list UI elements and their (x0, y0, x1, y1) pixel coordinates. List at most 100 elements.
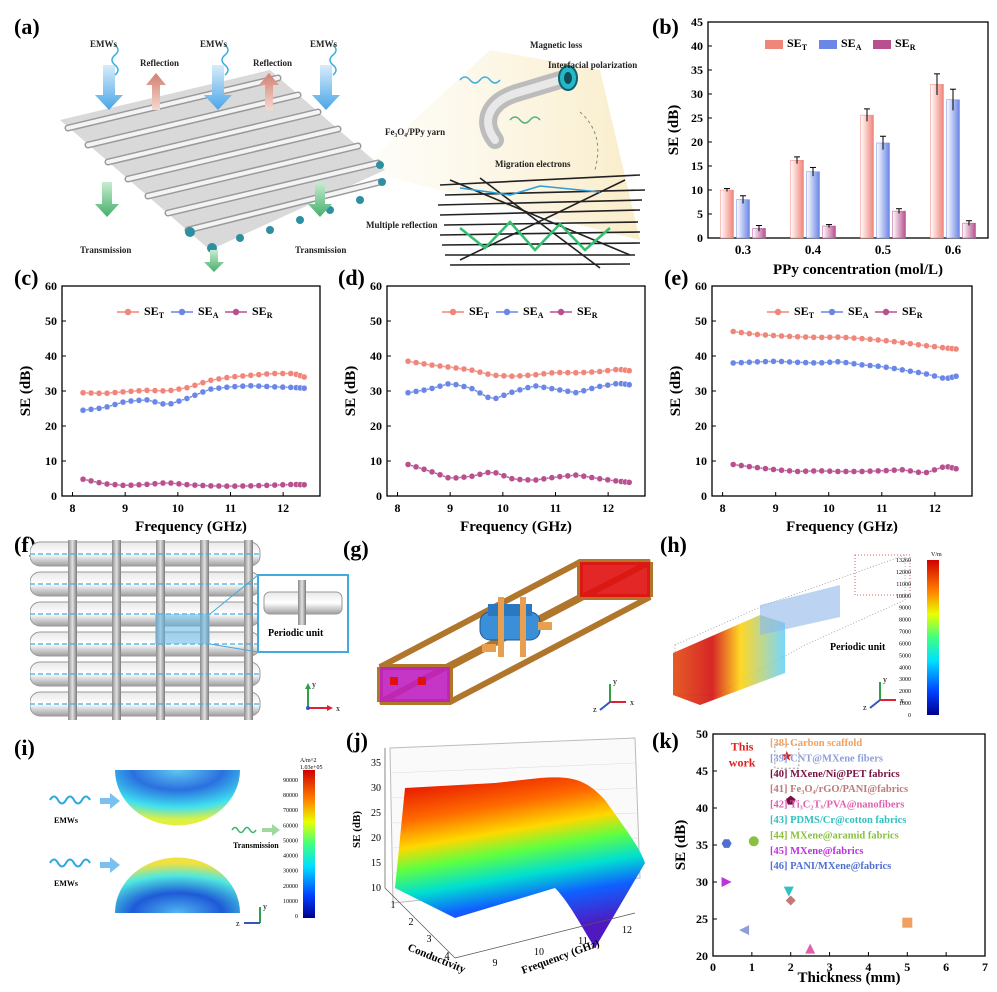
data-point (939, 464, 946, 471)
bar (806, 171, 820, 239)
data-point (111, 389, 119, 396)
data-point (215, 375, 223, 383)
x-tick-label: 9 (122, 501, 128, 515)
data-point (850, 468, 858, 475)
data-point (103, 403, 111, 411)
data-point (127, 388, 135, 395)
data-point (572, 369, 580, 376)
data-point (866, 362, 874, 369)
data-point (444, 363, 452, 371)
legend-swatch (873, 40, 891, 49)
x-tick-label: 8 (395, 501, 401, 515)
data-point (199, 388, 207, 396)
axis-triad-icon: y x (305, 680, 340, 713)
bar (876, 142, 890, 239)
data-point (858, 335, 866, 342)
data-point (247, 382, 255, 389)
data-point (548, 385, 556, 392)
y-tick-label: 50 (696, 728, 708, 741)
colorbar-tick-label: 8000 (899, 618, 911, 624)
data-point (404, 358, 412, 365)
reflection-label-2: Reflection (253, 58, 292, 68)
y-tick-label: 12 (622, 925, 632, 936)
y-axis-label: SE (dB) (666, 105, 682, 155)
data-point (588, 474, 596, 481)
plot-frame (707, 21, 989, 239)
data-point (596, 475, 603, 482)
legend-entry: [38] Carbon scaffold (770, 738, 862, 749)
panel-label-d: (d) (338, 265, 365, 290)
x-tick-label: 12 (929, 501, 941, 515)
data-point (818, 467, 825, 475)
data-point (215, 384, 223, 392)
data-point (404, 389, 412, 396)
data-point (907, 340, 914, 347)
data-point (939, 374, 946, 382)
data-point (484, 469, 492, 476)
data-point (826, 334, 834, 341)
colorbar-tick-label: 90000 (283, 778, 298, 784)
this-work-label: This (731, 739, 754, 753)
data-point (87, 389, 95, 397)
y-tick-label: 40 (45, 349, 57, 363)
data-point (721, 877, 732, 887)
data-point (516, 386, 524, 394)
data-point (915, 341, 922, 348)
colorbar-tick-label: 20000 (283, 884, 298, 890)
legend-label: SER (902, 304, 923, 320)
data-point (111, 481, 119, 488)
data-point (95, 405, 103, 412)
panel-i-current-density: EMWs EMWs Transmission A/m^2 1.03e+05 90… (49, 758, 323, 928)
data-point (460, 365, 468, 373)
data-point (279, 481, 286, 489)
bar (930, 84, 944, 239)
data-point (428, 361, 436, 369)
legend-label: SET (794, 304, 815, 320)
data-point (754, 464, 761, 471)
y-tick-label: 20 (696, 949, 708, 963)
data-point (239, 372, 247, 380)
x-tick-label: 6 (943, 960, 949, 974)
data-point (183, 481, 191, 488)
legend-entry: [45] MXene@fabrics (770, 846, 863, 857)
data-point (524, 476, 532, 484)
y-tick-label: 10 (370, 454, 382, 468)
svg-text:y: y (263, 902, 267, 911)
data-point (746, 330, 753, 337)
data-point (492, 372, 500, 379)
legend-marker (503, 308, 511, 316)
legend-label: SER (895, 36, 916, 52)
y-tick-label: 20 (370, 419, 382, 433)
data-point (738, 359, 745, 366)
data-point (159, 400, 167, 408)
x-axis-label: Thickness (mm) (798, 970, 901, 986)
data-point (420, 386, 428, 394)
z-tick-label: 20 (371, 833, 381, 844)
x-tick-label: 7 (982, 960, 988, 974)
data-point (87, 406, 95, 413)
data-point (167, 400, 175, 407)
y-tick-label: 50 (45, 314, 57, 328)
data-point (612, 380, 619, 387)
z-tick-label: 15 (371, 858, 381, 869)
data-point (516, 476, 524, 483)
z-tick-label: 25 (371, 808, 381, 819)
legend-swatch (765, 40, 783, 49)
colorbar-tick-label: 7000 (899, 630, 911, 636)
data-point (468, 385, 476, 392)
panel-label-j: (j) (346, 728, 368, 753)
svg-text:y: y (312, 680, 316, 689)
data-point (524, 372, 532, 379)
data-point (754, 331, 761, 338)
data-point (826, 359, 834, 366)
legend-label: SEA (198, 304, 219, 320)
data-point (770, 332, 777, 339)
data-point (199, 379, 207, 386)
data-point (612, 477, 619, 485)
data-point (159, 387, 167, 395)
bar (946, 99, 960, 239)
x-tick-label: 1 (391, 900, 396, 911)
legend-label: SET (787, 36, 808, 52)
